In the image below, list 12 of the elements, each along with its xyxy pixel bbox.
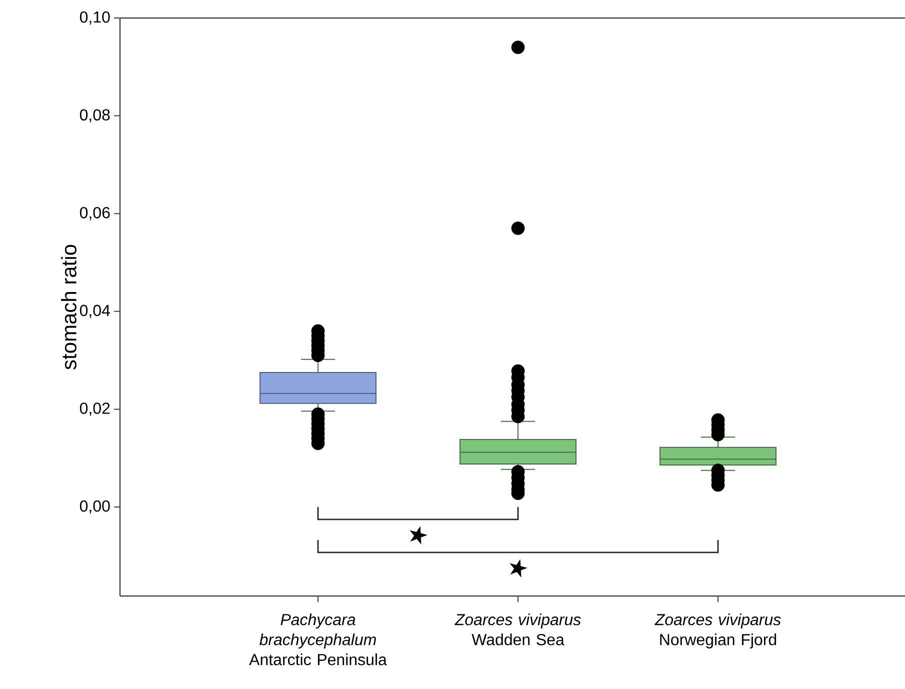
- x-tick-label: Pachycara brachycephalum Antarctic Peninsula: [249, 614, 387, 666]
- y-tick-label: 0,00: [80, 500, 110, 514]
- y-tick-label: 0,10: [80, 11, 110, 25]
- y-tick-label: 0,06: [80, 206, 110, 220]
- x-tick-label: Zoarces viviparus Norwegian Fjord: [654, 614, 781, 648]
- x-tick-label: Zoarces viviparus Wadden Sea: [454, 614, 581, 646]
- annotation: ★: [410, 526, 428, 545]
- annotation: ★: [510, 559, 528, 578]
- y-tick-label: 0,02: [80, 402, 110, 416]
- y-tick-label: 0,08: [80, 109, 110, 122]
- y-tick-label: 0,04: [80, 304, 110, 318]
- y-axis-title: stomach ratio: [61, 244, 76, 370]
